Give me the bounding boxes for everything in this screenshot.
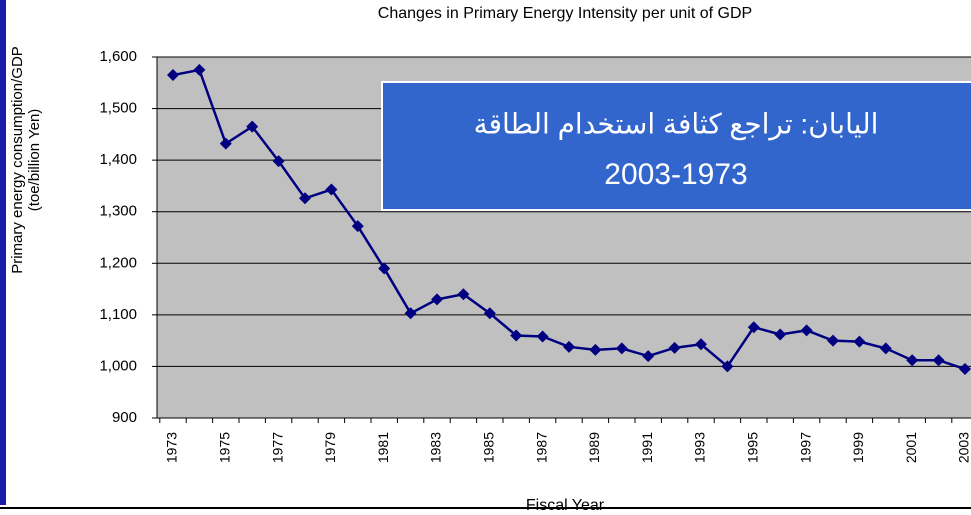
- marker: [800, 324, 813, 337]
- chart-title: Changes in Primary Energy Intensity per …: [378, 5, 752, 22]
- marker: [272, 155, 285, 168]
- marker: [774, 328, 787, 341]
- x-tick-label: 1983: [428, 432, 444, 463]
- marker: [615, 342, 628, 355]
- annotation-box: [381, 81, 971, 211]
- marker: [167, 69, 179, 82]
- marker: [747, 321, 760, 334]
- x-tick-label: 2003: [956, 432, 971, 463]
- marker: [642, 350, 655, 363]
- y-axis-label: (toe/billion Yen): [26, 109, 43, 212]
- x-tick-label: 1977: [269, 432, 285, 463]
- x-tick-label: 1991: [639, 432, 655, 463]
- annotation: اليابان: تراجع كثافة استخدام الطاقة: [474, 108, 879, 140]
- y-axis-label: Primary energy consumption/GDP: [9, 46, 26, 274]
- x-tick-label: 1975: [217, 432, 233, 463]
- y-tick-label: 1,000: [99, 357, 137, 374]
- y-tick-label: 1,500: [99, 100, 137, 117]
- marker: [299, 192, 311, 205]
- x-axis-label: Fiscal Year: [526, 497, 605, 514]
- marker: [827, 334, 839, 347]
- marker: [668, 341, 681, 354]
- x-tick-label: 1987: [533, 432, 549, 463]
- marker: [378, 262, 391, 275]
- marker: [695, 338, 707, 351]
- marker: [853, 335, 866, 348]
- y-tick-label: 1,100: [99, 306, 137, 323]
- marker: [959, 363, 971, 376]
- marker: [879, 342, 892, 355]
- marker: [536, 330, 549, 343]
- x-tick-label: 1985: [481, 432, 497, 463]
- y-tick-label: 900: [112, 409, 137, 426]
- frame-left: [0, 0, 6, 505]
- marker: [193, 63, 206, 76]
- marker: [483, 307, 496, 320]
- marker: [219, 137, 232, 150]
- marker: [563, 340, 575, 353]
- x-tick-label: 1997: [797, 432, 813, 463]
- y-tick-label: 1,300: [99, 203, 137, 220]
- marker: [589, 343, 602, 356]
- y-tick-label: 1,200: [99, 254, 137, 271]
- marker: [246, 120, 259, 133]
- marker: [721, 360, 734, 373]
- marker: [510, 329, 523, 342]
- marker: [351, 220, 364, 233]
- x-tick-label: 1989: [586, 432, 602, 463]
- marker: [906, 354, 919, 367]
- marker: [932, 354, 945, 367]
- marker: [404, 307, 417, 320]
- x-tick-label: 1999: [850, 432, 866, 463]
- annotation: 2003-1973: [604, 158, 747, 191]
- x-tick-label: 2001: [903, 432, 919, 463]
- x-tick-label: 1973: [164, 432, 180, 463]
- x-tick-label: 1993: [692, 432, 708, 463]
- marker: [457, 288, 470, 301]
- x-tick-label: 1981: [375, 432, 391, 463]
- y-tick-label: 1,600: [99, 48, 137, 65]
- marker: [325, 183, 338, 196]
- marker: [431, 293, 443, 306]
- x-tick-label: 1979: [322, 432, 338, 463]
- y-tick-label: 1,400: [99, 151, 137, 168]
- x-tick-label: 1995: [745, 432, 761, 463]
